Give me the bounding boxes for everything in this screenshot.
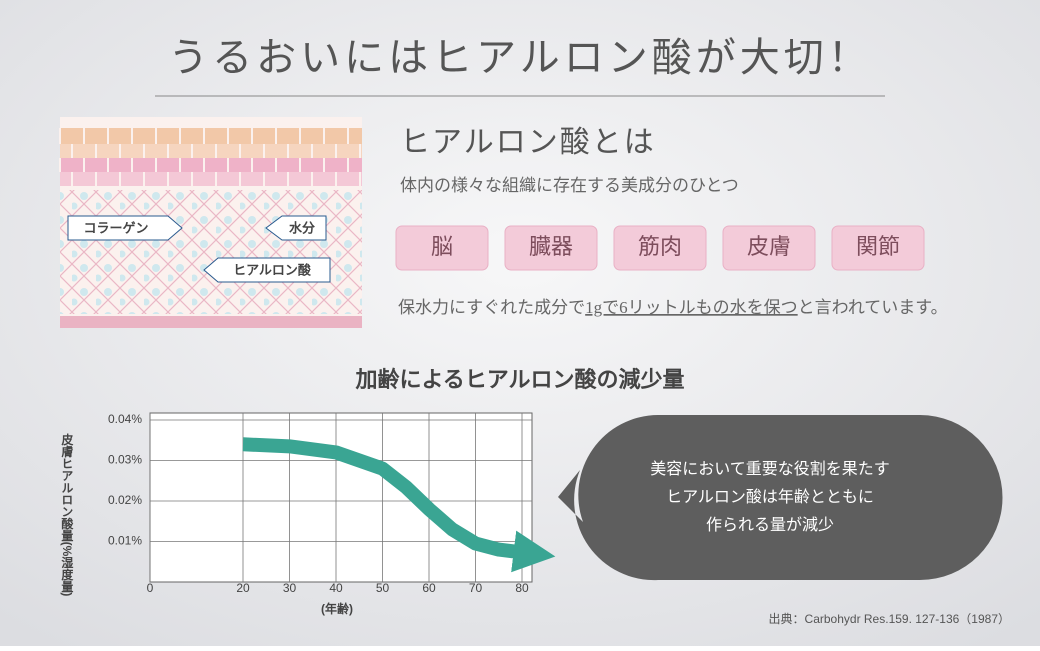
tag-label: 脳 bbox=[431, 234, 453, 259]
plot-area bbox=[149, 412, 533, 583]
x-tick-label: 30 bbox=[283, 581, 297, 595]
x-tick-label: 70 bbox=[469, 581, 483, 595]
callout-line: 美容において重要な役割を果たす bbox=[650, 460, 890, 478]
callout: 美容において重要な役割を果たす ヒアルロン酸は年齢とともに 作られる量が減少 bbox=[558, 415, 1003, 581]
sentence-part: 保水力にすぐれた成分で bbox=[398, 298, 585, 317]
section-heading: ヒアルロン酸とは bbox=[400, 126, 656, 159]
description: 体内の様々な組織に存在する美成分のひとつ bbox=[400, 176, 739, 195]
tag bbox=[504, 225, 598, 271]
x-tick-label: 0 bbox=[147, 581, 154, 595]
sentence-part: と言われています。 bbox=[798, 298, 948, 317]
x-tick-label: 20 bbox=[236, 581, 250, 595]
y-axis-label: 皮膚ヒアルロン酸量(%湿度量) bbox=[60, 432, 74, 596]
callout-line: ヒアルロン酸は年齢とともに bbox=[666, 488, 874, 506]
sentence-highlight: 1gで6リットルもの水を保つ bbox=[585, 298, 798, 317]
tag bbox=[831, 225, 925, 271]
trend-line bbox=[242, 437, 556, 573]
x-tick-label: 40 bbox=[329, 581, 343, 595]
illustration-label: コラーゲン bbox=[83, 220, 148, 235]
y-tick-label: 0.01% bbox=[108, 534, 142, 548]
tag-label: 臓器 bbox=[529, 234, 573, 259]
main-title: うるおいにはヒアルロン酸が大切！ bbox=[168, 35, 872, 80]
callout-line: 作られる量が減少 bbox=[706, 516, 834, 534]
source: 出典：Carbohydr Res.159. 127-136（1987） bbox=[769, 612, 1010, 626]
x-axis-label: (年齢) bbox=[321, 601, 353, 616]
x-tick-label: 50 bbox=[376, 581, 390, 595]
tag bbox=[395, 225, 489, 271]
tag-label: 皮膚 bbox=[747, 234, 791, 259]
tag-label: 筋肉 bbox=[638, 234, 682, 259]
tag bbox=[722, 225, 816, 271]
tag bbox=[613, 225, 707, 271]
chart-title: 加齢によるヒアルロン酸の減少量 bbox=[354, 367, 684, 392]
y-tick-label: 0.02% bbox=[108, 493, 142, 507]
illustration-label: 水分 bbox=[289, 220, 315, 235]
x-tick-label: 80 bbox=[515, 581, 529, 595]
skin-illustration: コラーゲン 水分 ヒアルロン酸 bbox=[59, 117, 362, 328]
y-tick-label: 0.03% bbox=[108, 453, 142, 467]
x-tick-label: 60 bbox=[422, 581, 436, 595]
sentence: 保水力にすぐれた成分で1gで6リットルもの水を保つと言われています。 bbox=[398, 298, 948, 317]
illustration-label: ヒアルロン酸 bbox=[233, 262, 312, 277]
tag-label: 関節 bbox=[856, 234, 900, 259]
y-tick-label: 0.04% bbox=[108, 412, 142, 426]
